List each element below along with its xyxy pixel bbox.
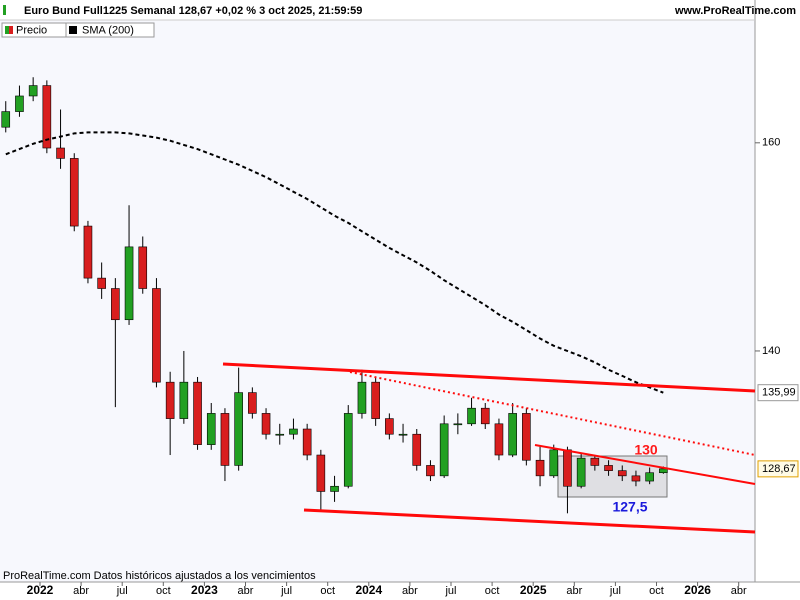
candle-body [111, 288, 120, 321]
legend-swatch [69, 26, 77, 34]
candle-body [617, 470, 627, 477]
candle-body [426, 465, 435, 477]
candle-body [645, 472, 654, 482]
x-tick-label: 2025 [520, 583, 547, 597]
price-marker [757, 384, 799, 402]
header-title: Euro Bund Full1225 Semanal 128,67 +0,02 … [24, 5, 362, 17]
footer: ProRealTime.com Datos históricos ajustad… [3, 570, 316, 582]
legend-label: Precio [16, 24, 47, 36]
candle-body [343, 413, 353, 487]
legend-swatch [5, 26, 9, 34]
price-marker-label: 135,99 [762, 387, 796, 399]
candle-body [480, 407, 490, 425]
candle-body [28, 85, 38, 97]
candle-body [590, 457, 600, 466]
candle-body [508, 413, 517, 456]
marks [1, 77, 668, 514]
trend-line [303, 508, 756, 534]
candle-body [398, 433, 408, 436]
x-tick-label: abr [731, 585, 747, 597]
x-tick-label: jul [609, 585, 621, 597]
price-marker-label: 128,67 [762, 463, 796, 475]
candle-body [371, 381, 380, 419]
candle-body [42, 85, 52, 149]
price-marker [757, 460, 799, 478]
trend-line [534, 444, 756, 485]
candle-body [412, 433, 422, 466]
candle-body [576, 457, 586, 487]
candle-body [138, 246, 148, 289]
candle-body [357, 381, 367, 414]
candle-body [15, 95, 24, 112]
candle-body [494, 423, 504, 456]
x-tick-label: abr [566, 585, 582, 597]
y-tick-label: 140 [762, 345, 780, 357]
candle-body [261, 413, 271, 435]
x-tick-label: abr [73, 585, 89, 597]
x-tick-label: jul [444, 585, 456, 597]
x-tick-label: jul [280, 585, 292, 597]
candle-body [549, 449, 559, 477]
candle-body [467, 407, 476, 425]
candle-body [563, 449, 572, 487]
x-tick-label: 2023 [191, 583, 218, 597]
candle-body [659, 468, 668, 474]
candle-body [97, 277, 106, 289]
x-tick-label: 2024 [355, 583, 382, 597]
candle-body [439, 423, 449, 477]
candle-body [385, 418, 394, 435]
candle-body [206, 413, 216, 445]
candle-body [1, 111, 11, 128]
candle-body [302, 428, 312, 456]
trend-line [222, 362, 756, 393]
logo [3, 5, 6, 15]
candle-body [535, 459, 545, 477]
annotation: 127,5 [612, 499, 647, 515]
candle-body [330, 485, 339, 492]
candle-body [152, 288, 161, 383]
legend-item[interactable] [65, 22, 155, 38]
candle-body [289, 428, 298, 435]
x-tick-label: oct [485, 585, 500, 597]
header-site: www.ProRealTime.com [674, 5, 796, 17]
candle-body [316, 454, 326, 492]
candle-body [234, 392, 243, 466]
candle-body [193, 381, 202, 445]
candle-body [248, 392, 257, 414]
candle-body [83, 225, 93, 279]
y-tick-label: 160 [762, 137, 780, 149]
annotation: 130 [634, 442, 658, 458]
candle-body [453, 423, 463, 426]
candle-body [275, 433, 285, 436]
legend-label: SMA (200) [82, 24, 134, 36]
x-tick-label: jul [116, 585, 128, 597]
x-tick-label: abr [402, 585, 418, 597]
trend-line [349, 371, 756, 456]
legend-swatch [9, 26, 13, 34]
candle-body [220, 413, 230, 466]
x-tick-label: oct [156, 585, 171, 597]
x-tick-label: abr [238, 585, 254, 597]
candle-body [69, 158, 79, 227]
candle-body [179, 381, 189, 419]
sma-line [5, 131, 664, 394]
x-tick-label: 2026 [684, 583, 711, 597]
x-tick-label: oct [320, 585, 335, 597]
candle-body [631, 475, 641, 482]
candle-body [522, 413, 531, 461]
candle-body [124, 246, 134, 321]
x-tick-label: oct [649, 585, 664, 597]
candle-body [604, 465, 613, 471]
candle-body [165, 381, 175, 419]
candle-body [56, 147, 65, 159]
x-tick-label: 2022 [27, 583, 54, 597]
